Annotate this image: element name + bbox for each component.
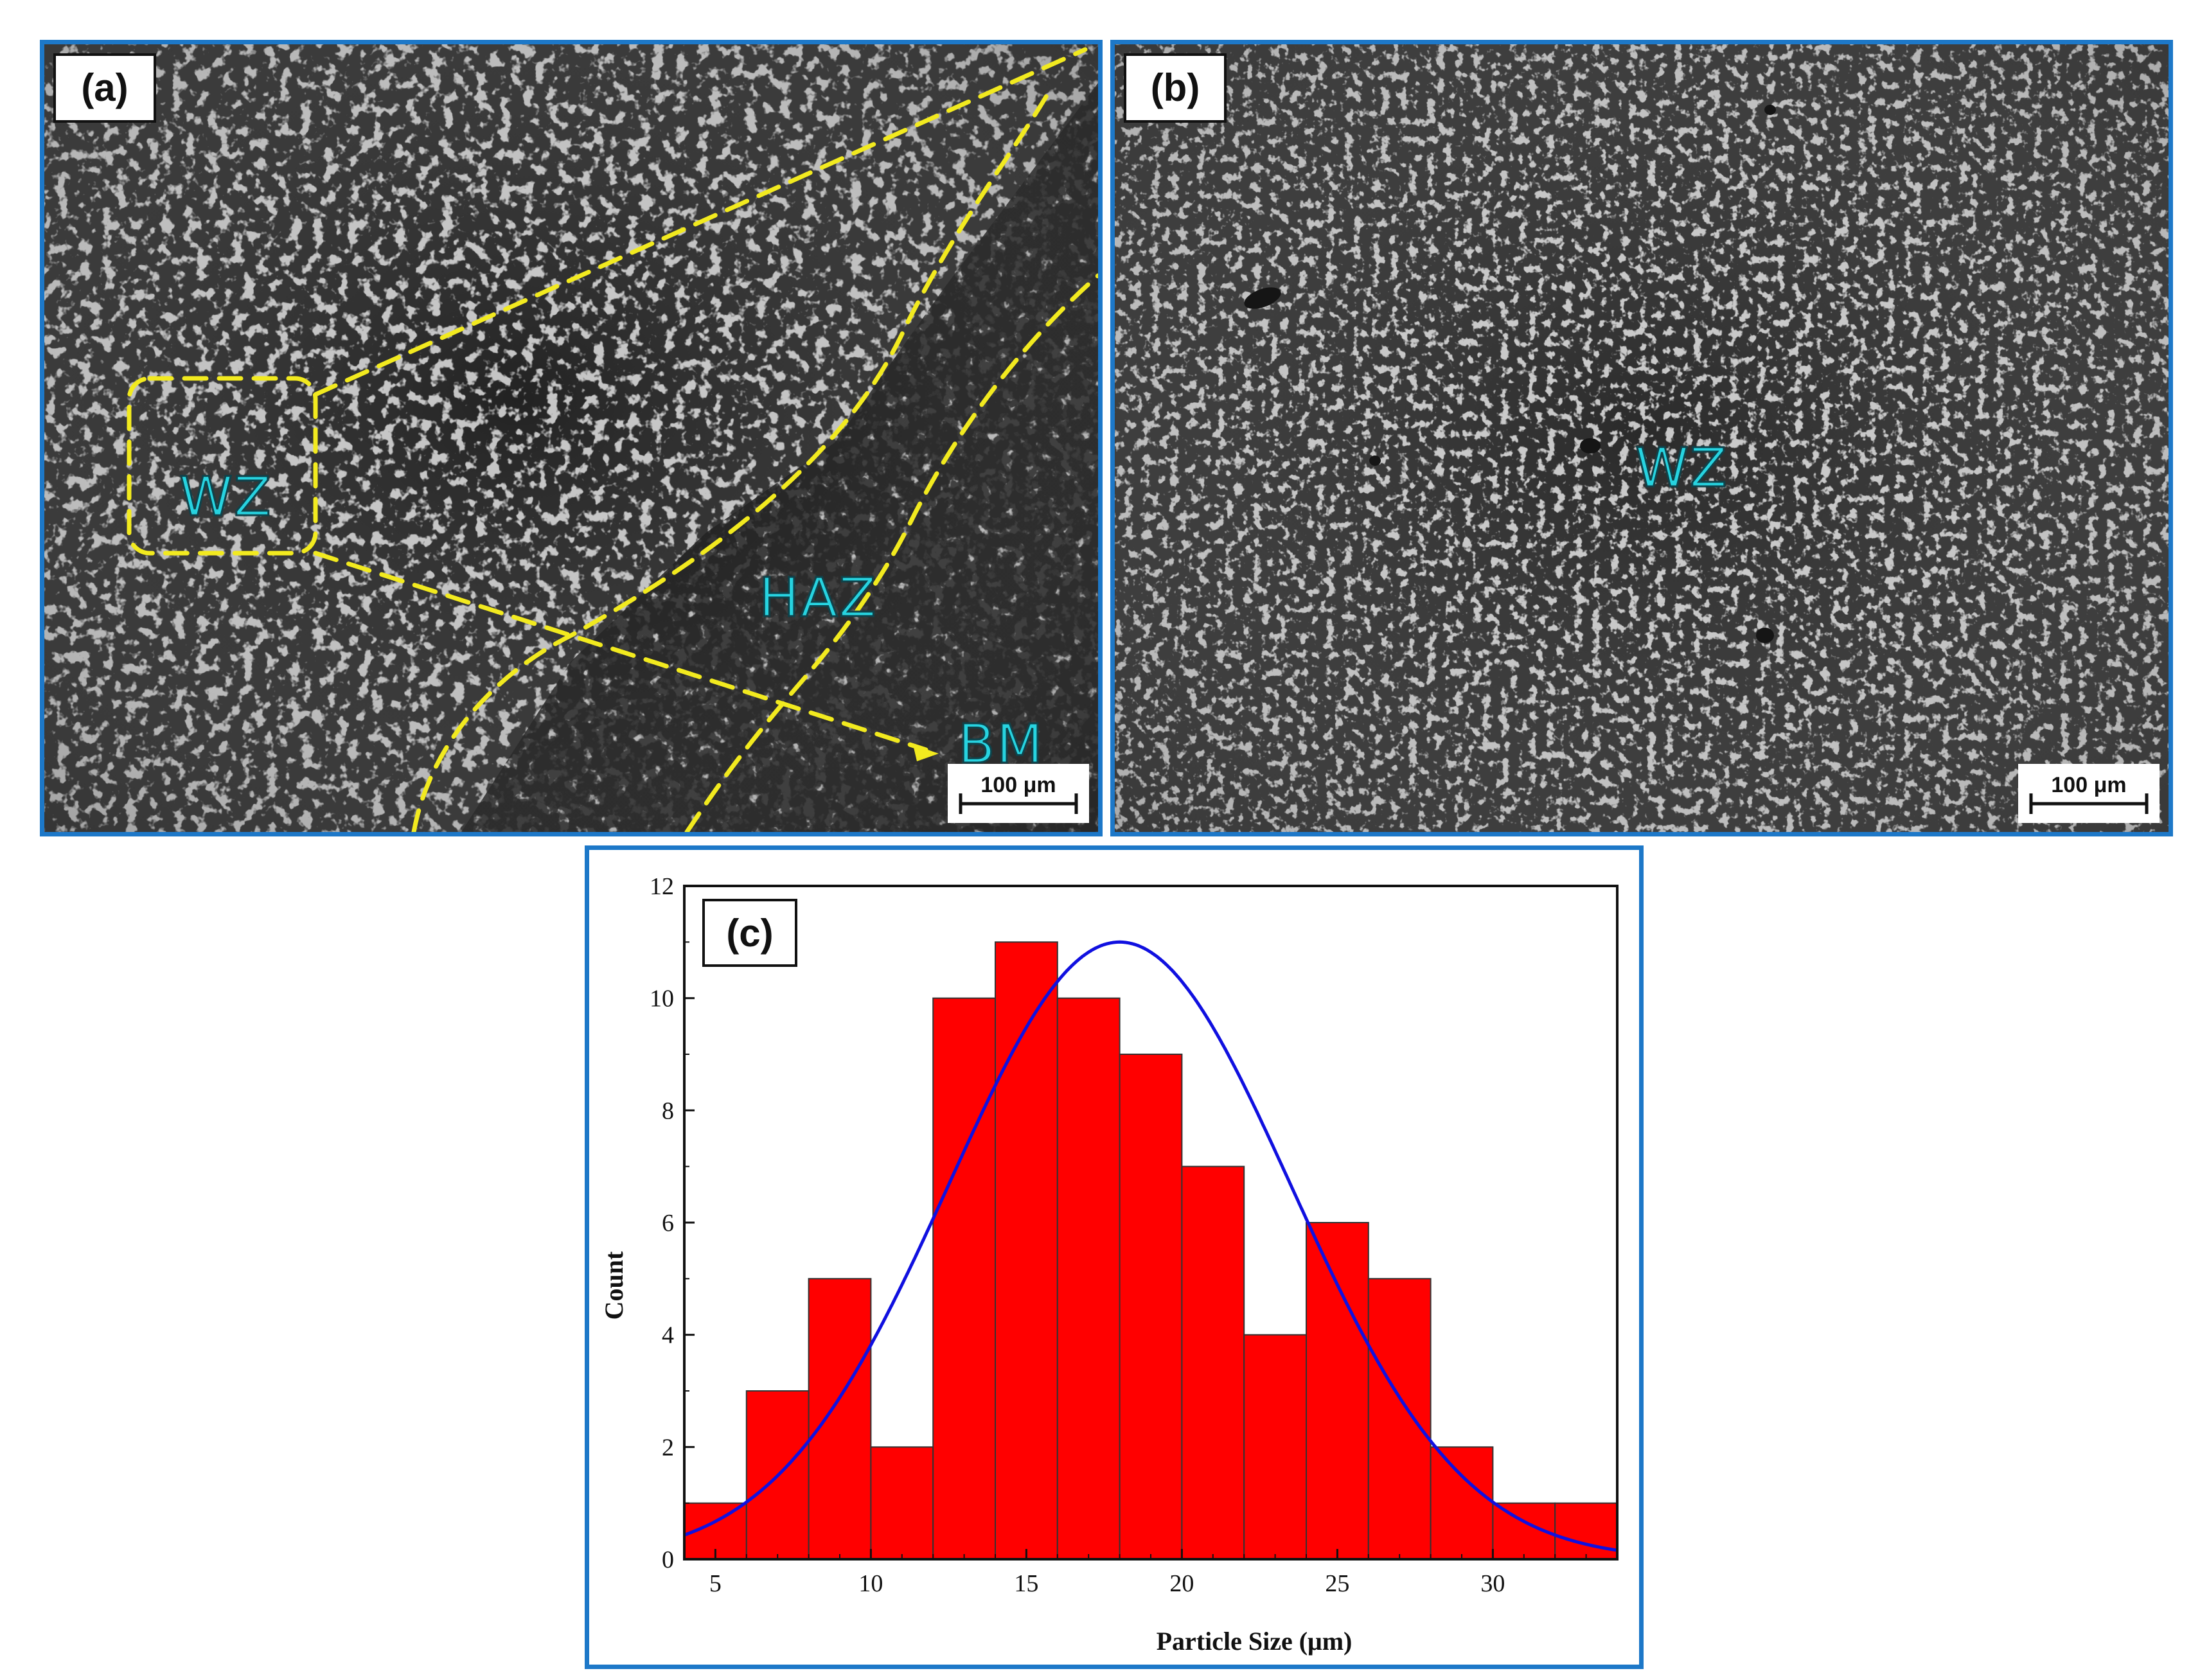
histogram-bar <box>1306 1222 1369 1560</box>
histogram-bar <box>808 1278 872 1560</box>
panel-a-label: (a) <box>53 53 156 123</box>
normal-fit-curve <box>684 940 1618 1552</box>
panel-c: 5 10 15 20 25 30 0 2 4 6 8 10 12 Particle Size (μm) … <box>585 845 1644 1669</box>
panel-a: (a) WZ HAZ BM 100 μm <box>40 40 1103 836</box>
histogram-bar <box>870 1446 934 1560</box>
scale-bar-a: 100 μm <box>948 764 1089 823</box>
zone-boundary-lines <box>127 47 1098 832</box>
histogram-bar <box>1430 1446 1494 1560</box>
histogram-bar <box>1367 1278 1432 1560</box>
scale-bar-a-label: 100 μm <box>980 773 1056 797</box>
zone-label-wz-b: WZ <box>1635 436 1728 500</box>
x-tick-label: 15 <box>1014 1570 1038 1597</box>
micrograph-b <box>1115 44 2169 832</box>
scale-bar-b-label: 100 μm <box>2051 773 2127 797</box>
x-tick-label: 10 <box>858 1570 883 1597</box>
y-tick-label: 10 <box>650 986 674 1012</box>
y-tick-label: 6 <box>662 1210 674 1237</box>
panel-c-label: (c) <box>702 899 797 967</box>
x-axis-label: Particle Size (μm) <box>1157 1627 1353 1656</box>
panel-b: (b) WZ 100 μm <box>1110 40 2173 836</box>
x-tick-label: 20 <box>1169 1570 1194 1597</box>
dashed-line-arrowhead <box>913 745 939 761</box>
histogram-bar <box>1119 1054 1183 1560</box>
y-tick-label: 2 <box>662 1434 674 1461</box>
porosity-spots <box>1244 105 1776 643</box>
histogram-bar <box>1243 1334 1308 1561</box>
scale-bar-b: 100 μm <box>2018 764 2160 823</box>
histogram-bar <box>1056 997 1121 1560</box>
micrograph-a <box>44 44 1098 832</box>
histogram-bar <box>932 997 997 1560</box>
histogram-bar <box>1554 1502 1618 1561</box>
y-tick-label: 8 <box>662 1097 674 1124</box>
histogram-bar <box>995 941 1058 1561</box>
x-tick-label: 5 <box>709 1570 722 1597</box>
panel-b-label: (b) <box>1124 53 1227 123</box>
y-tick-label: 4 <box>662 1322 674 1349</box>
y-tick-label: 0 <box>662 1546 674 1573</box>
x-tick-label: 30 <box>1480 1570 1505 1597</box>
x-tick-label: 25 <box>1325 1570 1349 1597</box>
zone-label-wz: WZ <box>179 464 272 529</box>
y-axis-label: Count <box>599 1251 628 1320</box>
zone-label-haz: HAZ <box>758 565 878 630</box>
y-tick-label: 12 <box>650 873 674 900</box>
histogram-bar <box>1181 1165 1245 1560</box>
